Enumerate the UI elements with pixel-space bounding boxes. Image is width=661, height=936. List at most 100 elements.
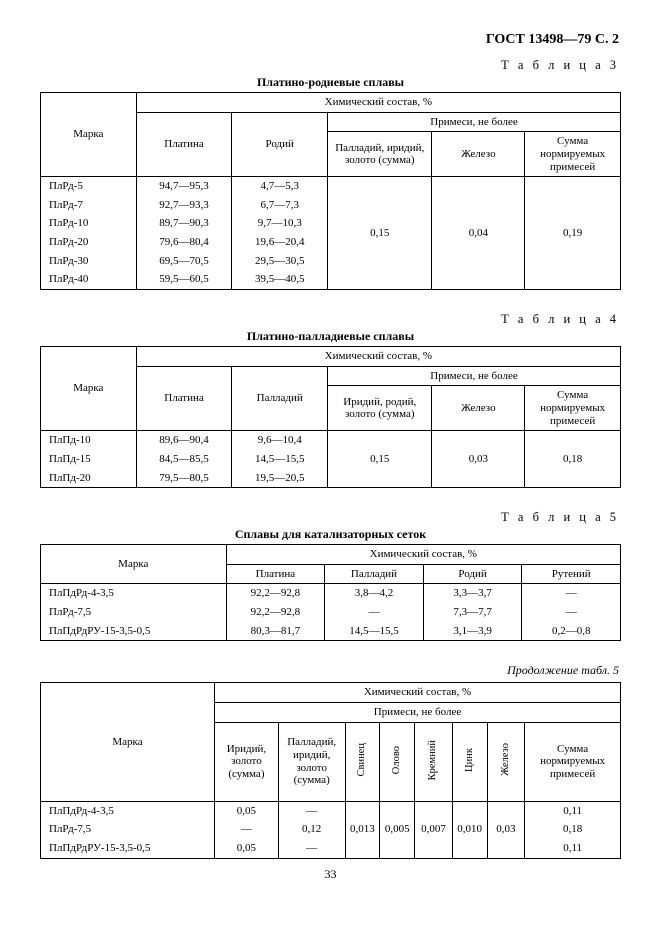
table-cell: — [215, 820, 279, 839]
t5-h-rh: Родий [423, 564, 522, 584]
table-cell: 92,2—92,8 [226, 603, 325, 622]
t4-h-chem: Химический состав, % [136, 347, 620, 367]
t5b-h-irau: Иридий, золото (сумма) [215, 722, 279, 801]
table-cell: ПлРд-40 [41, 270, 137, 289]
table-cell: — [522, 584, 621, 603]
table-cell: 0,010 [452, 801, 487, 858]
t5b-h-sum: Сумма нормируемых примесей [525, 722, 621, 801]
table5b: Марка Химический состав, % Примеси, не б… [40, 682, 621, 858]
table-cell: 92,2—92,8 [226, 584, 325, 603]
t5b-h-sn: Олово [380, 722, 415, 801]
t4-h-pd: Палладий [232, 366, 328, 431]
t5-h-mark: Марка [41, 545, 227, 584]
t5b-h-pb: Свинец [345, 722, 380, 801]
t5b-h-fe: Железо [487, 722, 525, 801]
t5b-h-si: Кремний [415, 722, 453, 801]
table-cell: 69,5—70,5 [136, 252, 232, 271]
table-cell: 94,7—95,3 [136, 177, 232, 196]
table-cell: — [278, 801, 345, 820]
table-cell: 89,7—90,3 [136, 214, 232, 233]
t5b-h-pdirau: Палладий, иридий, золото (сумма) [278, 722, 345, 801]
table-cell: ПлПдРд-4-3,5 [41, 584, 227, 603]
table-cell: ПлРд-7 [41, 196, 137, 215]
table-cell: 4,7—5,3 [232, 177, 328, 196]
t5b-h-chem: Химический состав, % [215, 683, 621, 703]
table-cell: 0,04 [432, 177, 525, 290]
table-cell: 0,11 [525, 839, 621, 858]
page-number: 33 [40, 867, 621, 882]
table-cell: 3,8—4,2 [325, 584, 424, 603]
table-cell: 79,6—80,4 [136, 233, 232, 252]
table-cell: ПлРд-7,5 [41, 820, 215, 839]
table-cell: 92,7—93,3 [136, 196, 232, 215]
t4-h-sum: Сумма нормируемых примесей [525, 386, 621, 431]
t3-h-pdirau: Палладий, иридий, золото (сумма) [328, 132, 432, 177]
table-cell: 14,5—15,5 [325, 622, 424, 641]
table-cell: ПлРд-7,5 [41, 603, 227, 622]
t4-h-mark: Марка [41, 347, 137, 431]
t5b-h-zn: Цинк [452, 722, 487, 801]
table-cell: 0,03 [487, 801, 525, 858]
table-cell: ПлПдРдРУ-15-3,5-0,5 [41, 622, 227, 641]
t5-h-chem: Химический состав, % [226, 545, 620, 565]
t3-h-rh: Родий [232, 112, 328, 177]
table-cell: 7,3—7,7 [423, 603, 522, 622]
t3-h-chem: Химический состав, % [136, 93, 620, 113]
table-cell: 0,2—0,8 [522, 622, 621, 641]
table-cell: ПлРд-5 [41, 177, 137, 196]
table-cell: 3,1—3,9 [423, 622, 522, 641]
table-cell: — [278, 839, 345, 858]
table3-title: Платино-родиевые сплавы [40, 75, 621, 90]
t3-h-mark: Марка [41, 93, 137, 177]
t5b-h-imp: Примеси, не более [215, 703, 621, 723]
t4-h-pt: Платина [136, 366, 232, 431]
table-cell: 79,5—80,5 [136, 469, 232, 488]
t4-h-irrhau: Иридий, родий, золото (сумма) [328, 386, 432, 431]
t3-h-imp: Примеси, не более [328, 112, 621, 132]
table5-label: Т а б л и ц а 5 [40, 510, 619, 525]
table-cell: 0,05 [215, 839, 279, 858]
table-cell: ПлПдРдРУ-15-3,5-0,5 [41, 839, 215, 858]
table-cell: ПлПдРд-4-3,5 [41, 801, 215, 820]
table5b-cont: Продолжение табл. 5 [40, 663, 619, 678]
table-cell: 0,15 [328, 177, 432, 290]
table-cell: 0,18 [525, 431, 621, 488]
table-cell: 6,7—7,3 [232, 196, 328, 215]
table-cell: 0,12 [278, 820, 345, 839]
table-cell: ПлРд-10 [41, 214, 137, 233]
table4-title: Платино-палладиевые сплавы [40, 329, 621, 344]
table-cell: 29,5—30,5 [232, 252, 328, 271]
table-cell: 39,5—40,5 [232, 270, 328, 289]
table-cell: ПлРд-30 [41, 252, 137, 271]
table-cell: ПлРд-20 [41, 233, 137, 252]
table-cell: 80,3—81,7 [226, 622, 325, 641]
table-cell: 3,3—3,7 [423, 584, 522, 603]
table-cell: — [522, 603, 621, 622]
table3-label: Т а б л и ц а 3 [40, 58, 619, 73]
t3-h-fe: Железо [432, 132, 525, 177]
table-cell: 14,5—15,5 [232, 450, 328, 469]
table-cell: 19,6—20,4 [232, 233, 328, 252]
table-cell: 0,03 [432, 431, 525, 488]
table3: Марка Химический состав, % Платина Родий… [40, 92, 621, 290]
table-cell: — [325, 603, 424, 622]
table5-title: Сплавы для катализаторных сеток [40, 527, 621, 542]
table-cell: 84,5—85,5 [136, 450, 232, 469]
table-cell: 0,19 [525, 177, 621, 290]
table-cell: 0,007 [415, 801, 453, 858]
table-cell: 9,6—10,4 [232, 431, 328, 450]
table-cell: 0,15 [328, 431, 432, 488]
table-cell: 9,7—10,3 [232, 214, 328, 233]
table-cell: 0,18 [525, 820, 621, 839]
table-cell: 0,013 [345, 801, 380, 858]
table-cell: 19,5—20,5 [232, 469, 328, 488]
table-cell: ПлПд-20 [41, 469, 137, 488]
page-header: ГОСТ 13498—79 С. 2 [40, 32, 619, 48]
table4: Марка Химический состав, % Платина Палла… [40, 346, 621, 488]
table-cell: ПлПд-15 [41, 450, 137, 469]
table-cell: 59,5—60,5 [136, 270, 232, 289]
t5-h-ru: Рутений [522, 564, 621, 584]
table-cell: 0,005 [380, 801, 415, 858]
table-cell: 0,05 [215, 801, 279, 820]
t3-h-sum: Сумма нормируемых примесей [525, 132, 621, 177]
